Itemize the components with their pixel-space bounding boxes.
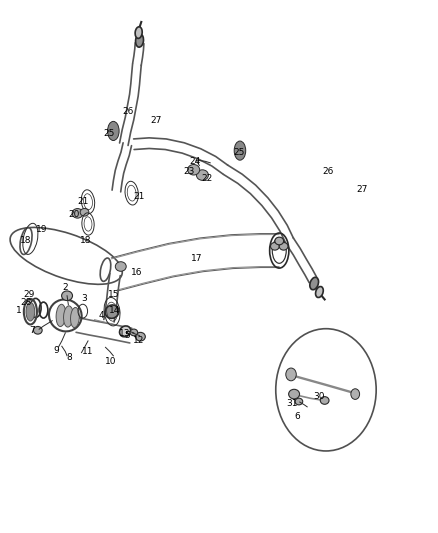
- Ellipse shape: [33, 327, 42, 334]
- Text: 19: 19: [36, 225, 48, 234]
- Text: 23: 23: [184, 167, 195, 176]
- Ellipse shape: [26, 302, 35, 321]
- Text: 21: 21: [134, 192, 145, 201]
- Ellipse shape: [62, 291, 73, 301]
- Text: 8: 8: [67, 353, 73, 362]
- Ellipse shape: [80, 208, 89, 216]
- Text: 31: 31: [286, 399, 298, 408]
- Text: 29: 29: [23, 289, 35, 298]
- Text: 27: 27: [150, 116, 161, 125]
- Circle shape: [286, 368, 296, 381]
- Text: 4: 4: [98, 311, 104, 320]
- Text: 13: 13: [120, 329, 131, 338]
- Text: 16: 16: [131, 269, 143, 277]
- Ellipse shape: [115, 262, 126, 271]
- Ellipse shape: [187, 165, 200, 175]
- Text: 20: 20: [68, 210, 80, 219]
- Text: 1: 1: [16, 305, 22, 314]
- Ellipse shape: [56, 304, 66, 327]
- Circle shape: [351, 389, 360, 399]
- Text: 7: 7: [29, 326, 35, 335]
- Text: 30: 30: [314, 392, 325, 401]
- Ellipse shape: [105, 305, 119, 318]
- Text: 25: 25: [103, 129, 115, 138]
- Text: 18: 18: [80, 237, 92, 246]
- Text: 14: 14: [110, 305, 121, 314]
- Ellipse shape: [64, 306, 73, 327]
- Text: 11: 11: [82, 347, 94, 356]
- Text: 2: 2: [63, 283, 68, 292]
- Ellipse shape: [279, 243, 288, 250]
- Text: 22: 22: [201, 174, 212, 183]
- Ellipse shape: [135, 34, 144, 47]
- Ellipse shape: [310, 277, 318, 290]
- Text: 18: 18: [20, 237, 32, 246]
- Ellipse shape: [295, 398, 303, 405]
- Ellipse shape: [120, 326, 131, 337]
- Text: 26: 26: [322, 167, 334, 176]
- Text: 26: 26: [123, 107, 134, 116]
- Ellipse shape: [135, 27, 142, 38]
- Text: 28: 28: [20, 298, 32, 307]
- Text: 12: 12: [133, 336, 144, 345]
- Ellipse shape: [130, 329, 138, 336]
- Ellipse shape: [108, 122, 119, 141]
- Text: 21: 21: [77, 197, 88, 206]
- Text: 5: 5: [124, 331, 130, 340]
- Text: 17: 17: [191, 254, 203, 263]
- Ellipse shape: [196, 170, 208, 180]
- Ellipse shape: [320, 397, 329, 405]
- Text: 25: 25: [233, 148, 244, 157]
- Ellipse shape: [135, 333, 145, 341]
- Ellipse shape: [234, 141, 246, 160]
- Ellipse shape: [289, 389, 300, 399]
- Text: 6: 6: [295, 412, 300, 421]
- Text: 15: 15: [108, 289, 119, 298]
- Text: 24: 24: [189, 157, 201, 166]
- Ellipse shape: [72, 208, 83, 218]
- Ellipse shape: [271, 243, 279, 250]
- Text: 9: 9: [54, 346, 60, 355]
- Ellipse shape: [315, 287, 323, 297]
- Text: 3: 3: [81, 294, 88, 303]
- Text: 27: 27: [357, 185, 368, 194]
- Ellipse shape: [71, 308, 79, 328]
- Ellipse shape: [275, 237, 284, 245]
- Text: 10: 10: [105, 357, 117, 366]
